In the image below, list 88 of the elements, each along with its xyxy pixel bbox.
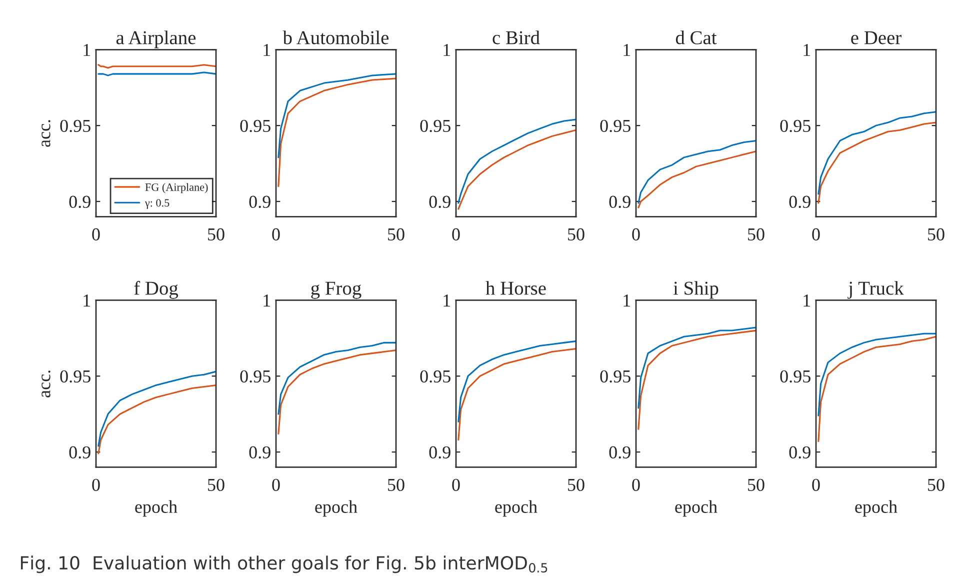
line-series bbox=[638, 330, 756, 430]
y-tick-label: 1 bbox=[84, 44, 90, 56]
line-series bbox=[458, 129, 576, 210]
y-axis-title: acc. bbox=[42, 370, 50, 398]
caption: Fig. 10 Evaluation with other goals for Fig. 5b interMOD$_{0.5}$ bbox=[20, 556, 548, 574]
chart-title: g Frog bbox=[311, 282, 362, 299]
y-tick-label: 0.9 bbox=[429, 196, 450, 208]
chart-title: f Dog bbox=[134, 280, 178, 299]
y-axis-title: acc. bbox=[42, 120, 50, 147]
y-tick-label: 0.95 bbox=[600, 370, 630, 383]
y-tick-label: 1 bbox=[444, 44, 450, 56]
x-tick-label: 0 bbox=[272, 228, 280, 240]
chart-title: j Truck bbox=[848, 281, 904, 299]
x-tick-label: 0 bbox=[452, 228, 460, 240]
y-tick-label: 0.9 bbox=[69, 196, 90, 208]
x-tick-label: 50 bbox=[748, 228, 764, 240]
x-tick-label: 50 bbox=[208, 228, 224, 240]
x-tick-label: 50 bbox=[568, 228, 584, 240]
line-series bbox=[818, 332, 936, 416]
y-tick-label: 0.95 bbox=[420, 120, 450, 132]
y-tick-label: 0.9 bbox=[789, 446, 810, 459]
x-tick-label: 50 bbox=[388, 478, 404, 492]
x-tick-label: 0 bbox=[92, 478, 100, 492]
y-tick-label: 1 bbox=[804, 44, 810, 56]
chart-title: c Bird bbox=[492, 30, 540, 44]
y-tick-label: 1 bbox=[84, 294, 90, 306]
line-series bbox=[458, 340, 576, 422]
line-series bbox=[458, 348, 576, 441]
x-tick-label: 50 bbox=[928, 228, 944, 240]
y-tick-label: 0.9 bbox=[249, 446, 270, 459]
x-tick-label: 50 bbox=[208, 478, 224, 492]
y-tick-label: 1 bbox=[264, 294, 270, 306]
y-tick-label: 0.9 bbox=[789, 196, 810, 208]
line-series bbox=[278, 73, 396, 158]
x-tick-label: 50 bbox=[928, 478, 944, 492]
line-series bbox=[818, 122, 936, 204]
y-tick-label: 1 bbox=[444, 294, 450, 306]
line-series bbox=[278, 342, 396, 415]
chart-title: h Horse bbox=[486, 281, 546, 295]
y-tick-label: 0.95 bbox=[420, 370, 450, 383]
line-series bbox=[278, 78, 396, 188]
x-tick-label: 0 bbox=[812, 478, 820, 492]
x-axis-title: epoch bbox=[855, 500, 898, 517]
y-tick-label: 1 bbox=[624, 44, 630, 56]
x-tick-label: 50 bbox=[568, 478, 584, 492]
x-axis-title: epoch bbox=[675, 500, 718, 517]
y-tick-label: 1 bbox=[804, 294, 810, 306]
line-series bbox=[638, 150, 756, 208]
x-axis-title: epoch bbox=[135, 500, 178, 517]
y-tick-label: 0.9 bbox=[69, 446, 90, 459]
y-tick-label: 0.95 bbox=[780, 120, 810, 132]
chart-title: b Automobile bbox=[282, 30, 389, 44]
y-tick-label: 0.95 bbox=[600, 120, 630, 132]
x-tick-label: 0 bbox=[632, 478, 640, 492]
line-series bbox=[818, 336, 936, 442]
y-tick-label: 0.95 bbox=[240, 120, 270, 132]
y-tick-label: 1 bbox=[624, 294, 630, 306]
line-series bbox=[638, 140, 756, 204]
y-tick-label: 0.95 bbox=[60, 120, 90, 132]
line-series bbox=[98, 370, 216, 447]
x-tick-label: 0 bbox=[812, 228, 820, 240]
x-tick-label: 0 bbox=[452, 478, 460, 492]
x-tick-label: 0 bbox=[632, 228, 640, 240]
x-tick-label: 0 bbox=[92, 228, 100, 240]
y-tick-label: 0.9 bbox=[249, 196, 270, 208]
legend-label: γ: 0.5 bbox=[144, 199, 170, 209]
y-tick-label: 0.9 bbox=[609, 446, 630, 459]
line-series bbox=[98, 384, 216, 454]
chart-title: e Deer bbox=[851, 31, 902, 44]
chart-title: a Airplane bbox=[116, 30, 196, 48]
y-tick-label: 0.9 bbox=[609, 196, 630, 208]
y-tick-label: 0.95 bbox=[780, 370, 810, 383]
line-series bbox=[278, 350, 396, 435]
x-tick-label: 50 bbox=[748, 478, 764, 492]
line-series bbox=[458, 118, 576, 204]
x-axis-title: epoch bbox=[315, 500, 358, 517]
chart-title: i Ship bbox=[673, 281, 718, 299]
y-tick-label: 1 bbox=[264, 44, 270, 56]
x-tick-label: 50 bbox=[388, 228, 404, 240]
x-tick-label: 0 bbox=[272, 478, 280, 492]
line-series bbox=[638, 326, 756, 409]
line-series bbox=[818, 111, 936, 195]
y-tick-label: 0.95 bbox=[240, 370, 270, 383]
x-axis-title: epoch bbox=[495, 500, 538, 517]
legend-label: FG (Airplane) bbox=[145, 183, 208, 194]
y-tick-label: 0.9 bbox=[429, 446, 450, 459]
chart-title: d Cat bbox=[676, 30, 717, 44]
y-tick-label: 0.95 bbox=[60, 370, 90, 383]
